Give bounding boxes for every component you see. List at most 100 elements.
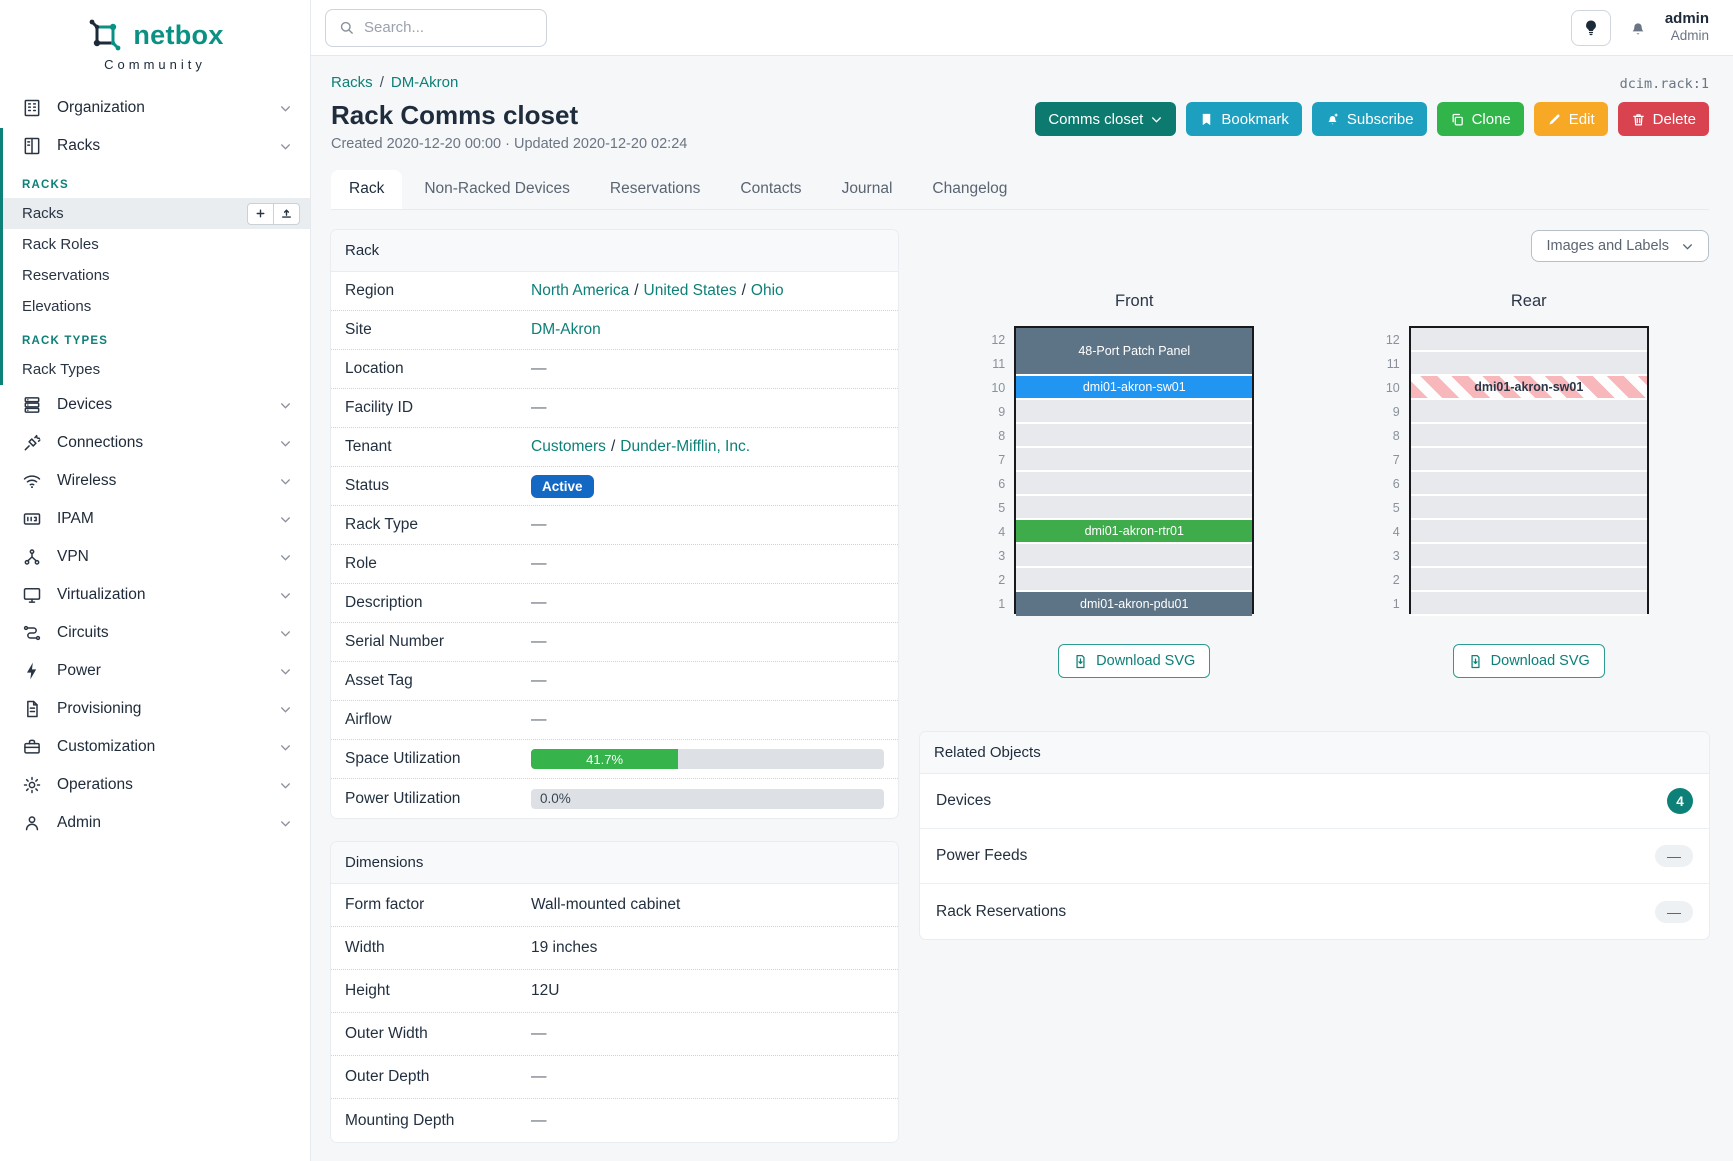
unit-number: 2 (998, 573, 1006, 587)
empty-rack-slot[interactable] (1410, 448, 1647, 472)
empty-rack-slot[interactable] (1410, 328, 1647, 352)
unit-numbers: 12 11 10 9 8 7 6 5 4 3 2 1 (1375, 326, 1409, 616)
empty-rack-slot[interactable] (1410, 472, 1647, 496)
sidebar-item-connections[interactable]: Connections (0, 425, 310, 461)
notifications-bell-icon[interactable] (1628, 18, 1648, 38)
document-icon (22, 699, 42, 719)
empty-rack-slot[interactable] (1410, 592, 1647, 616)
brand-subtitle: Community (104, 57, 206, 72)
row-label: Airflow (345, 711, 392, 728)
empty-rack-slot[interactable] (1410, 352, 1647, 376)
empty-rack-slot[interactable] (1016, 568, 1253, 592)
front-download-svg-button[interactable]: Download SVG (1058, 644, 1211, 678)
tab-rack[interactable]: Rack (331, 170, 403, 209)
row-label: Mounting Depth (345, 1111, 455, 1129)
sidebar-subitem-reservations[interactable]: Reservations (3, 260, 310, 291)
delete-button[interactable]: Delete (1617, 102, 1709, 136)
sidebar-item-circuits[interactable]: Circuits (0, 615, 310, 651)
empty-rack-slot[interactable] (1016, 424, 1253, 448)
sidebar-item-racks[interactable]: Racks (3, 128, 310, 164)
search-box[interactable] (325, 8, 547, 47)
value-link[interactable]: North America (531, 282, 630, 299)
sidebar-item-devices[interactable]: Devices (0, 387, 310, 423)
brand[interactable]: netbox Community (0, 0, 310, 76)
images-labels-dropdown[interactable]: Images and Labels (1531, 230, 1709, 262)
related-object-label: Power Feeds (936, 847, 1028, 864)
empty-rack-slot[interactable] (1016, 400, 1253, 424)
sidebar-item-operations[interactable]: Operations (0, 767, 310, 803)
value-link[interactable]: Customers (531, 438, 606, 455)
rear-download-svg-button[interactable]: Download SVG (1452, 644, 1605, 678)
rack-device[interactable]: dmi01-akron-sw01 (1016, 376, 1253, 400)
empty-rack-slot[interactable] (1016, 448, 1253, 472)
sidebar-item-provisioning[interactable]: Provisioning (0, 691, 310, 727)
sidebar-section-title: RACK TYPES (22, 335, 109, 347)
tab-non-racked-devices[interactable]: Non-Racked Devices (424, 180, 570, 197)
subscribe-button[interactable]: Subscribe (1311, 102, 1427, 136)
related-object-row[interactable]: Rack Reservations — (920, 884, 1709, 939)
sidebar-item-organization[interactable]: Organization (0, 90, 310, 126)
empty-rack-slot[interactable] (1410, 496, 1647, 520)
bell-plus-icon (1325, 112, 1340, 127)
value-text: — (531, 1025, 547, 1042)
clone-button[interactable]: Clone (1436, 102, 1524, 136)
sidebar-subitem-racks[interactable]: Racks (3, 198, 310, 229)
rack-device-name: dmi01-akron-pdu01 (1080, 597, 1189, 611)
theme-toggle-button[interactable] (1570, 9, 1611, 46)
sidebar-subitem-rack-roles[interactable]: Rack Roles (3, 229, 310, 260)
breadcrumb: Racks / DM-Akron (331, 74, 687, 91)
empty-rack-slot[interactable] (1410, 520, 1647, 544)
empty-rack-slot[interactable] (1016, 472, 1253, 496)
rack-device[interactable]: 48-Port Patch Panel (1016, 328, 1253, 376)
value-link[interactable]: DM-Akron (531, 321, 601, 338)
sidebar-item-admin[interactable]: Admin (0, 805, 310, 841)
page-meta: Created 2020-12-20 00:00 · Updated 2020-… (331, 136, 688, 152)
unit-number: 3 (998, 549, 1006, 563)
sidebar-item-virtualization[interactable]: Virtualization (0, 577, 310, 613)
table-row: Site DM-Akron (331, 311, 898, 350)
unit-number: 6 (998, 477, 1006, 491)
sidebar-item-customization[interactable]: Customization (0, 729, 310, 765)
sidebar-item-wireless[interactable]: Wireless (0, 463, 310, 499)
empty-rack-slot[interactable] (1410, 544, 1647, 568)
sidebar-item-label: Operations (57, 776, 133, 793)
value-link[interactable]: United States (643, 282, 737, 299)
bookmark-button[interactable]: Bookmark (1186, 102, 1302, 136)
empty-rack-slot[interactable] (1410, 424, 1647, 448)
import-button[interactable] (273, 202, 300, 225)
tab-reservations[interactable]: Reservations (609, 180, 701, 197)
action-buttons: Comms closet Bookmark Subscribe Clone Edit De… (1035, 102, 1709, 136)
sidebar-subitem-elevations[interactable]: Elevations (3, 291, 310, 322)
netbox-logo-icon (86, 16, 124, 54)
edit-button[interactable]: Edit (1533, 102, 1608, 136)
tab-journal[interactable]: Journal (841, 180, 893, 197)
sidebar-item-vpn[interactable]: VPN (0, 539, 310, 575)
rack-device[interactable]: dmi01-akron-rtr01 (1016, 520, 1253, 544)
related-object-row[interactable]: Devices 4 (920, 774, 1709, 829)
empty-rack-slot[interactable] (1410, 568, 1647, 592)
sidebar-item-power[interactable]: Power (0, 653, 310, 689)
comms-closet-button[interactable]: Comms closet (1035, 102, 1177, 136)
value-text: Wall-mounted cabinet (531, 896, 681, 913)
value-link[interactable]: Dunder-Mifflin, Inc. (620, 438, 751, 455)
breadcrumb-link[interactable]: DM-Akron (390, 74, 459, 91)
rack-device[interactable]: dmi01-akron-pdu01 (1016, 592, 1253, 616)
sidebar-subitem-rack-types[interactable]: Rack Types (3, 354, 310, 385)
empty-rack-slot[interactable] (1016, 544, 1253, 568)
empty-rack-slot[interactable] (1410, 400, 1647, 424)
tab-changelog[interactable]: Changelog (932, 180, 1008, 197)
related-object-row[interactable]: Power Feeds — (920, 829, 1709, 884)
object-id: dcim.rack:1 (1619, 76, 1709, 92)
empty-rack-slot[interactable] (1016, 496, 1253, 520)
search-input[interactable] (364, 19, 534, 36)
row-value: 41.7% (531, 740, 884, 778)
rack-device[interactable]: dmi01-akron-sw01 (1410, 376, 1647, 400)
breadcrumb-link[interactable]: Racks (331, 74, 373, 91)
sidebar-item-ipam[interactable]: IPAM (0, 501, 310, 537)
user-menu[interactable]: admin Admin (1665, 10, 1709, 44)
tab-contacts[interactable]: Contacts (740, 180, 802, 197)
value-link[interactable]: Ohio (750, 282, 784, 299)
sidebar-subitem-label: Elevations (22, 298, 92, 315)
related-objects-panel: Related Objects Devices 4 Power Feeds — Rack… (920, 732, 1709, 939)
add-button[interactable] (247, 202, 274, 225)
